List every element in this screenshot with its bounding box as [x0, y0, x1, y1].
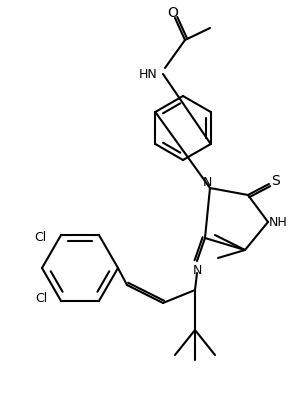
Text: O: O: [168, 6, 178, 20]
Text: Cl: Cl: [35, 231, 47, 244]
Text: N: N: [202, 175, 212, 189]
Text: HN: HN: [139, 68, 158, 81]
Text: Cl: Cl: [35, 292, 47, 306]
Text: N: N: [192, 263, 202, 276]
Text: S: S: [272, 174, 280, 188]
Text: NH: NH: [269, 216, 287, 229]
